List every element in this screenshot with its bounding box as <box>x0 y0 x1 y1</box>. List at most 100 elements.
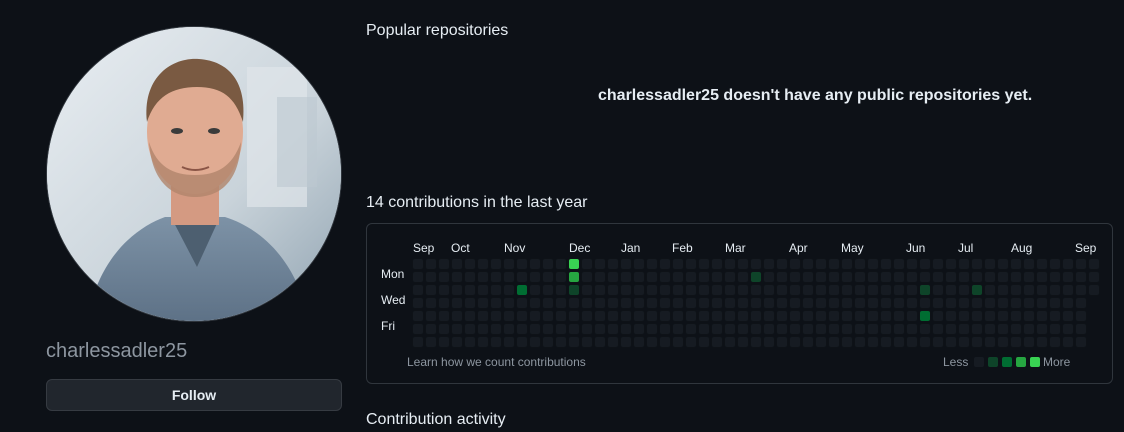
contribution-day-cell[interactable] <box>802 297 814 309</box>
contribution-day-cell[interactable] <box>1023 336 1035 348</box>
contribution-day-cell[interactable] <box>711 284 723 296</box>
contribution-day-cell[interactable] <box>737 310 749 322</box>
contribution-day-cell[interactable] <box>594 297 606 309</box>
learn-contributions-link[interactable]: Learn how we count contributions <box>407 355 586 369</box>
contribution-day-cell[interactable] <box>854 258 866 270</box>
contribution-day-cell[interactable] <box>828 284 840 296</box>
contribution-day-cell[interactable] <box>568 284 580 296</box>
contribution-day-cell[interactable] <box>581 271 593 283</box>
contribution-day-cell[interactable] <box>984 258 996 270</box>
contribution-day-cell[interactable] <box>711 323 723 335</box>
contribution-day-cell[interactable] <box>997 336 1009 348</box>
contribution-day-cell[interactable] <box>477 336 489 348</box>
contribution-day-cell[interactable] <box>841 258 853 270</box>
contribution-day-cell[interactable] <box>997 284 1009 296</box>
contribution-day-cell[interactable] <box>789 323 801 335</box>
contribution-day-cell[interactable] <box>945 284 957 296</box>
contribution-day-cell[interactable] <box>659 258 671 270</box>
contribution-day-cell[interactable] <box>802 284 814 296</box>
contribution-day-cell[interactable] <box>451 284 463 296</box>
contribution-day-cell[interactable] <box>711 258 723 270</box>
contribution-day-cell[interactable] <box>1049 258 1061 270</box>
avatar[interactable] <box>46 26 342 322</box>
contribution-day-cell[interactable] <box>620 297 632 309</box>
contribution-day-cell[interactable] <box>607 310 619 322</box>
contribution-day-cell[interactable] <box>932 323 944 335</box>
contribution-day-cell[interactable] <box>555 310 567 322</box>
contribution-day-cell[interactable] <box>854 336 866 348</box>
contribution-day-cell[interactable] <box>581 323 593 335</box>
contribution-day-cell[interactable] <box>659 271 671 283</box>
contribution-day-cell[interactable] <box>1010 297 1022 309</box>
contribution-day-cell[interactable] <box>425 323 437 335</box>
contribution-day-cell[interactable] <box>581 297 593 309</box>
contribution-day-cell[interactable] <box>841 271 853 283</box>
contribution-day-cell[interactable] <box>490 310 502 322</box>
contribution-day-cell[interactable] <box>607 258 619 270</box>
contribution-day-cell[interactable] <box>893 271 905 283</box>
contribution-day-cell[interactable] <box>893 310 905 322</box>
contribution-day-cell[interactable] <box>763 258 775 270</box>
contribution-day-cell[interactable] <box>451 323 463 335</box>
contribution-day-cell[interactable] <box>789 310 801 322</box>
contribution-day-cell[interactable] <box>789 336 801 348</box>
contribution-day-cell[interactable] <box>438 323 450 335</box>
contribution-day-cell[interactable] <box>893 336 905 348</box>
contribution-day-cell[interactable] <box>1075 323 1087 335</box>
contribution-day-cell[interactable] <box>1036 271 1048 283</box>
contribution-day-cell[interactable] <box>828 271 840 283</box>
contribution-day-cell[interactable] <box>633 258 645 270</box>
contribution-day-cell[interactable] <box>659 284 671 296</box>
contribution-day-cell[interactable] <box>607 297 619 309</box>
contribution-day-cell[interactable] <box>789 297 801 309</box>
contribution-day-cell[interactable] <box>438 297 450 309</box>
contribution-day-cell[interactable] <box>1036 323 1048 335</box>
contribution-day-cell[interactable] <box>724 336 736 348</box>
contribution-day-cell[interactable] <box>1062 297 1074 309</box>
contribution-day-cell[interactable] <box>893 297 905 309</box>
contribution-day-cell[interactable] <box>620 323 632 335</box>
contribution-day-cell[interactable] <box>1023 271 1035 283</box>
contribution-day-cell[interactable] <box>490 258 502 270</box>
contribution-day-cell[interactable] <box>932 297 944 309</box>
contribution-day-cell[interactable] <box>1023 310 1035 322</box>
contribution-day-cell[interactable] <box>750 336 762 348</box>
contribution-day-cell[interactable] <box>1062 323 1074 335</box>
contribution-day-cell[interactable] <box>1075 258 1087 270</box>
contribution-day-cell[interactable] <box>1010 271 1022 283</box>
contribution-day-cell[interactable] <box>984 310 996 322</box>
contribution-day-cell[interactable] <box>1023 297 1035 309</box>
contribution-day-cell[interactable] <box>958 297 970 309</box>
contribution-day-cell[interactable] <box>659 297 671 309</box>
contribution-day-cell[interactable] <box>516 258 528 270</box>
contribution-day-cell[interactable] <box>542 336 554 348</box>
contribution-day-cell[interactable] <box>451 310 463 322</box>
contribution-day-cell[interactable] <box>945 336 957 348</box>
contribution-day-cell[interactable] <box>568 310 580 322</box>
contribution-day-cell[interactable] <box>763 297 775 309</box>
contribution-day-cell[interactable] <box>1049 336 1061 348</box>
contribution-day-cell[interactable] <box>685 310 697 322</box>
contribution-day-cell[interactable] <box>477 284 489 296</box>
contribution-day-cell[interactable] <box>750 284 762 296</box>
contribution-day-cell[interactable] <box>503 258 515 270</box>
contribution-day-cell[interactable] <box>880 284 892 296</box>
contribution-day-cell[interactable] <box>724 284 736 296</box>
contribution-day-cell[interactable] <box>1010 258 1022 270</box>
contribution-day-cell[interactable] <box>594 310 606 322</box>
contribution-day-cell[interactable] <box>425 310 437 322</box>
contribution-day-cell[interactable] <box>815 310 827 322</box>
contribution-day-cell[interactable] <box>815 336 827 348</box>
contribution-day-cell[interactable] <box>464 297 476 309</box>
contribution-day-cell[interactable] <box>945 258 957 270</box>
contribution-day-cell[interactable] <box>633 284 645 296</box>
contribution-day-cell[interactable] <box>880 297 892 309</box>
contribution-day-cell[interactable] <box>1036 336 1048 348</box>
contribution-day-cell[interactable] <box>1075 284 1087 296</box>
contribution-day-cell[interactable] <box>646 336 658 348</box>
contribution-day-cell[interactable] <box>620 310 632 322</box>
contribution-day-cell[interactable] <box>490 284 502 296</box>
contribution-day-cell[interactable] <box>698 271 710 283</box>
contribution-day-cell[interactable] <box>919 323 931 335</box>
contribution-day-cell[interactable] <box>906 323 918 335</box>
